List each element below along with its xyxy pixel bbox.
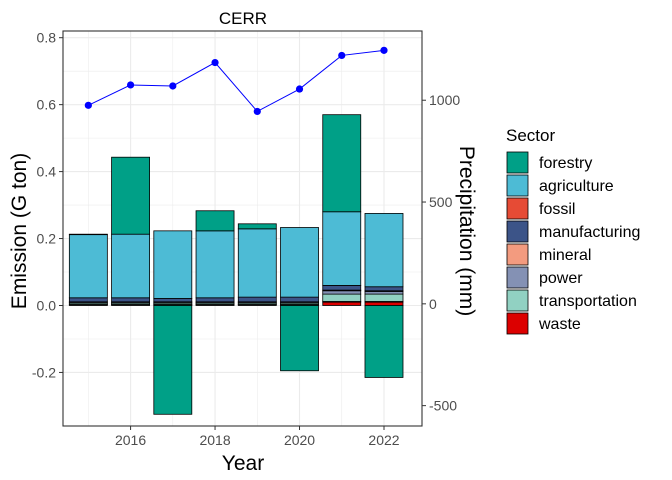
bar-forestry-2021 [322, 114, 362, 213]
legend-swatch-transportation [506, 289, 529, 312]
legend-label-agriculture: agriculture [539, 178, 614, 195]
legend-swatch-waste [506, 312, 529, 335]
legend-label-power: power [539, 270, 583, 287]
precipitation-point-2021 [338, 51, 346, 60]
x-tick-label: 2022 [368, 432, 399, 448]
bar-forestry-2018 [195, 210, 235, 232]
bar-waste-2021 [322, 301, 362, 306]
precipitation-point-2020 [295, 85, 304, 93]
y-tick-label: -0.2 [32, 364, 56, 380]
bar-manufacturing-2022 [364, 286, 404, 292]
precipitation-point-2022 [380, 46, 388, 54]
x-tick-label: 2018 [199, 432, 230, 448]
precipitation-line-path [88, 49, 385, 113]
y-axis-label: Emission (G ton) [8, 153, 31, 309]
legend-title: Sector [506, 126, 555, 145]
bar-manufacturing-2016 [111, 297, 150, 303]
legend-swatch-forestry [506, 151, 529, 174]
bar-manufacturing-2019 [237, 296, 277, 303]
legend-swatch-agriculture [506, 174, 529, 197]
legend-label-transportation: transportation [539, 293, 637, 310]
bar-manufacturing-2020 [280, 296, 319, 303]
bar-power-2022 [364, 291, 404, 295]
y2-tick-label: 1000 [429, 92, 460, 108]
chart-title: CERR [219, 9, 267, 28]
y2-tick-label: 0 [429, 296, 437, 312]
plot-border [62, 30, 423, 427]
legend-label-fossil: fossil [539, 201, 575, 218]
bar-manufacturing-2018 [195, 297, 235, 303]
y-tick-label: 0.4 [37, 164, 57, 180]
precipitation-point-2015 [84, 101, 92, 109]
y-tick-label: 0.6 [37, 97, 57, 113]
precipitation-point-2018 [211, 58, 219, 67]
bar-agriculture-2017 [153, 230, 193, 299]
bar-forestry-2016 [111, 156, 150, 235]
axes: -0.2 0.0 0.2 0.4 0.6 0.8 -500 0 500 1000 2016 2018 2… [32, 30, 460, 448]
legend-label-forestry: forestry [539, 155, 592, 172]
bars [68, 114, 404, 415]
legend-swatch-fossil [506, 197, 529, 220]
bar-agriculture-2019 [237, 228, 277, 298]
precipitation-point-2016 [126, 81, 135, 89]
bar-transportation-2022 [364, 293, 404, 302]
bar-forestry-2015 [68, 233, 108, 236]
legend-swatch-manufacturing [506, 220, 529, 243]
bar-agriculture-2022 [364, 213, 404, 288]
y-tick-label: 0.0 [37, 297, 57, 313]
bar-agriculture-2015 [68, 234, 108, 299]
bar-agriculture-2016 [111, 233, 150, 299]
plot-frame [62, 30, 423, 427]
bar-manufacturing-2021 [322, 285, 362, 291]
y2-tick-label: 500 [429, 194, 453, 210]
x-axis-label: Year [222, 452, 264, 475]
bar-manufacturing-2017 [153, 298, 193, 303]
x-tick-label: 2016 [115, 432, 146, 448]
bar-agriculture-2021 [322, 211, 362, 286]
legend-swatch-power [506, 266, 529, 289]
bar-agriculture-2020 [280, 227, 319, 298]
legend-label-waste: waste [538, 316, 581, 333]
bar-forestry-2020 [280, 305, 319, 372]
secondary-y-axis-label: Precipitation (mm) [455, 146, 478, 316]
bar-forestry-2017 [153, 305, 193, 415]
bar-manufacturing-2015 [68, 297, 108, 303]
legend: Sector forestry agriculture fossil manufact… [506, 126, 640, 335]
x-tick-label: 2020 [284, 432, 315, 448]
precipitation-point-2019 [253, 107, 261, 116]
y-tick-label: 0.8 [37, 30, 57, 46]
bar-power-2021 [322, 290, 362, 295]
legend-label-mineral: mineral [539, 247, 591, 264]
bar-agriculture-2018 [195, 230, 235, 299]
legend-swatch-mineral [506, 243, 529, 266]
precipitation-line [84, 46, 388, 116]
legend-label-manufacturing: manufacturing [539, 224, 640, 241]
bar-forestry-2019 [237, 223, 277, 230]
bar-forestry-2022 [364, 305, 404, 378]
bar-transportation-2021 [322, 293, 362, 302]
precipitation-point-2017 [169, 82, 177, 90]
y2-tick-label: -500 [429, 398, 457, 414]
bar-waste-2022 [364, 301, 404, 306]
y-tick-label: 0.2 [37, 231, 57, 247]
